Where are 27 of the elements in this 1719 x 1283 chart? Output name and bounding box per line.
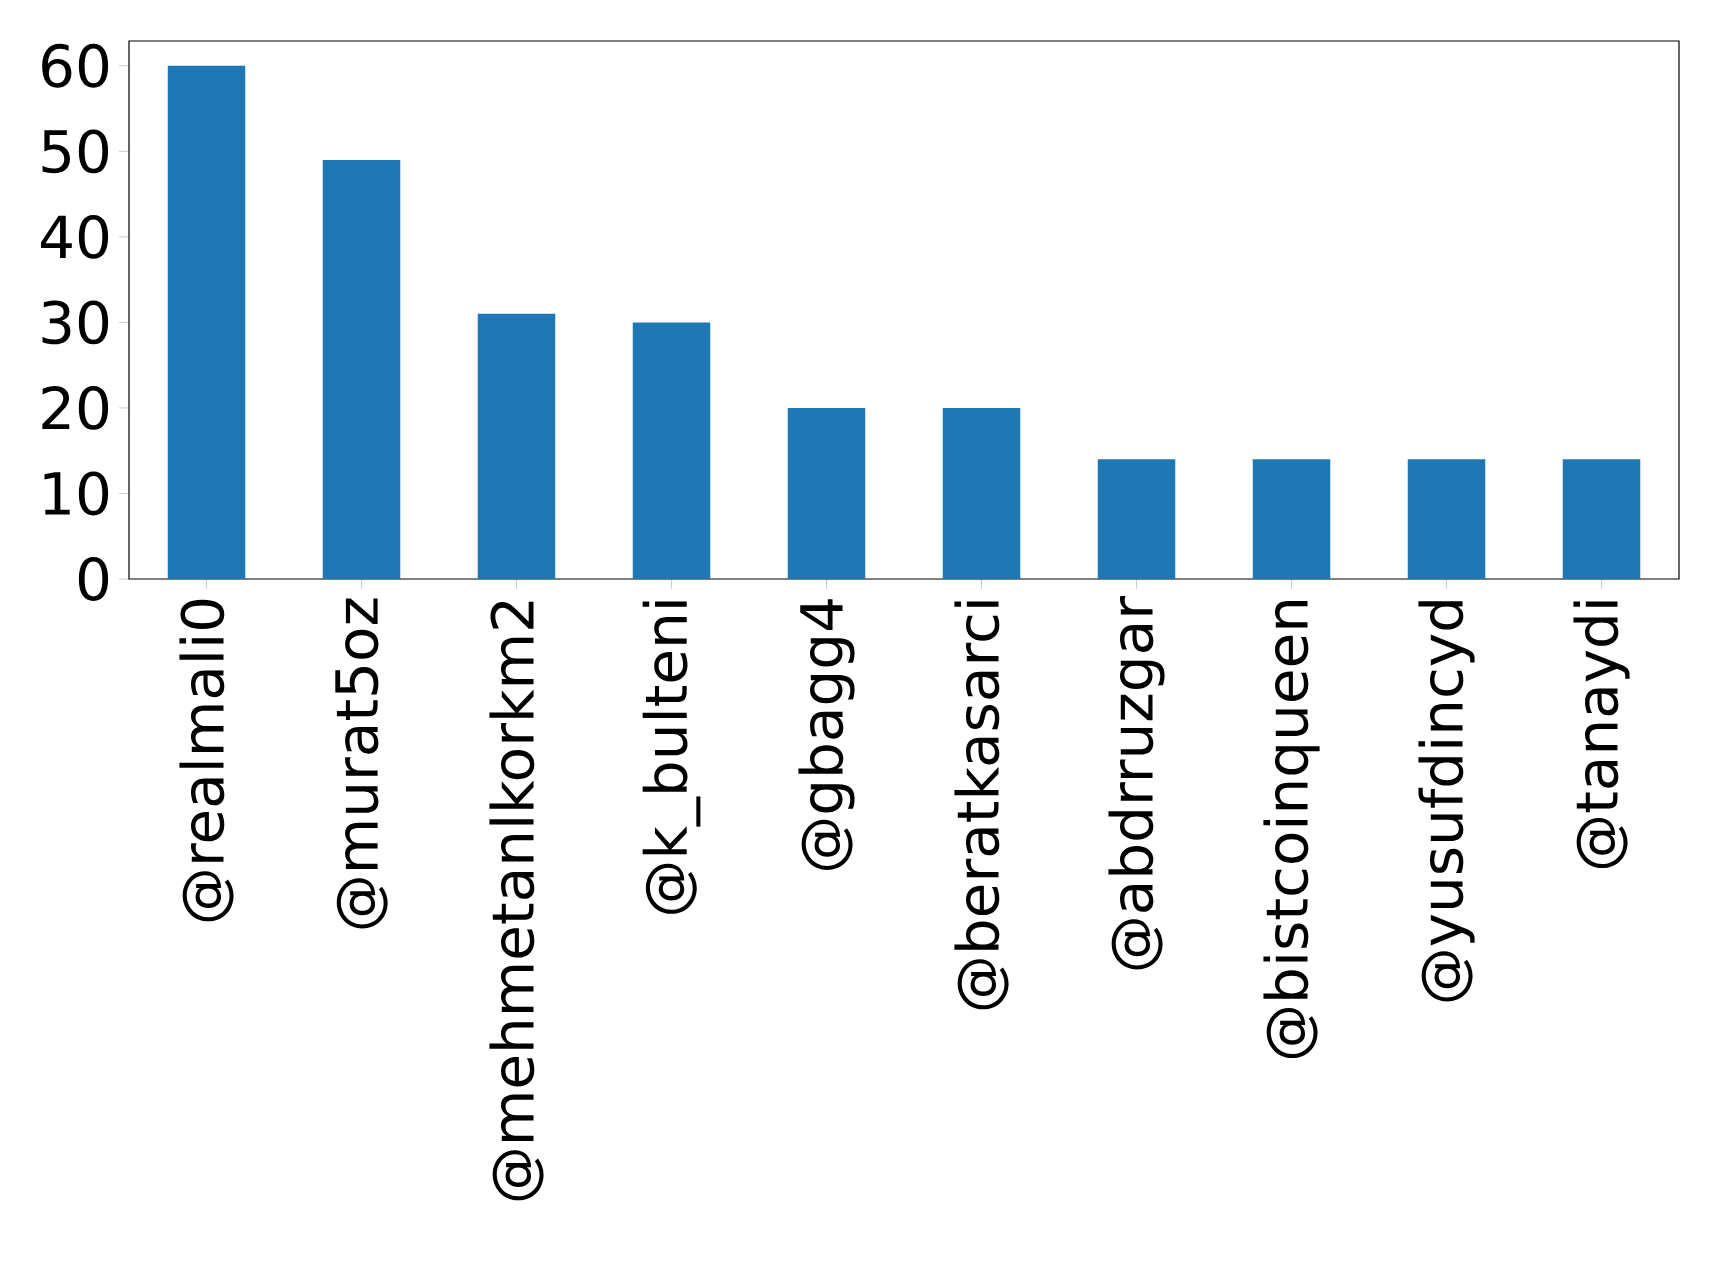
y-tick-label: 40 xyxy=(40,214,109,259)
bar xyxy=(632,322,711,579)
x-tick-label: @mehmetanlkorkm2 xyxy=(489,601,544,1201)
y-tick-label: 60 xyxy=(42,43,109,88)
bar xyxy=(787,407,866,579)
y-tick-label: 50 xyxy=(42,129,109,174)
x-tick-label: @tanaydi xyxy=(1573,601,1630,869)
bar xyxy=(167,65,246,579)
x-tick-label: @abdrruzgar xyxy=(1108,595,1165,970)
bar xyxy=(942,407,1021,579)
bar xyxy=(477,313,556,579)
y-tick-label: 20 xyxy=(42,386,109,430)
x-tick-label: @murat5oz xyxy=(335,598,388,929)
bar xyxy=(1252,459,1331,579)
x-tick-label: @k_bulteni xyxy=(642,601,701,914)
x-tick-label: @beratkasarci xyxy=(954,601,1009,1010)
x-tick-label: @yusufdincyd xyxy=(1418,601,1475,1002)
x-tick-label: @bistcoinqueen xyxy=(1263,600,1320,1059)
y-tick-label: 0 xyxy=(78,557,109,601)
bar xyxy=(1097,459,1176,579)
y-tick-label: 10 xyxy=(44,471,109,516)
bar xyxy=(322,159,401,579)
bar xyxy=(1562,459,1641,579)
y-tick-label: 30 xyxy=(42,300,109,345)
bar xyxy=(1407,459,1486,579)
x-tick-label: @realmali0 xyxy=(179,599,234,922)
x-tick-label: @gbagg4 xyxy=(798,599,855,870)
